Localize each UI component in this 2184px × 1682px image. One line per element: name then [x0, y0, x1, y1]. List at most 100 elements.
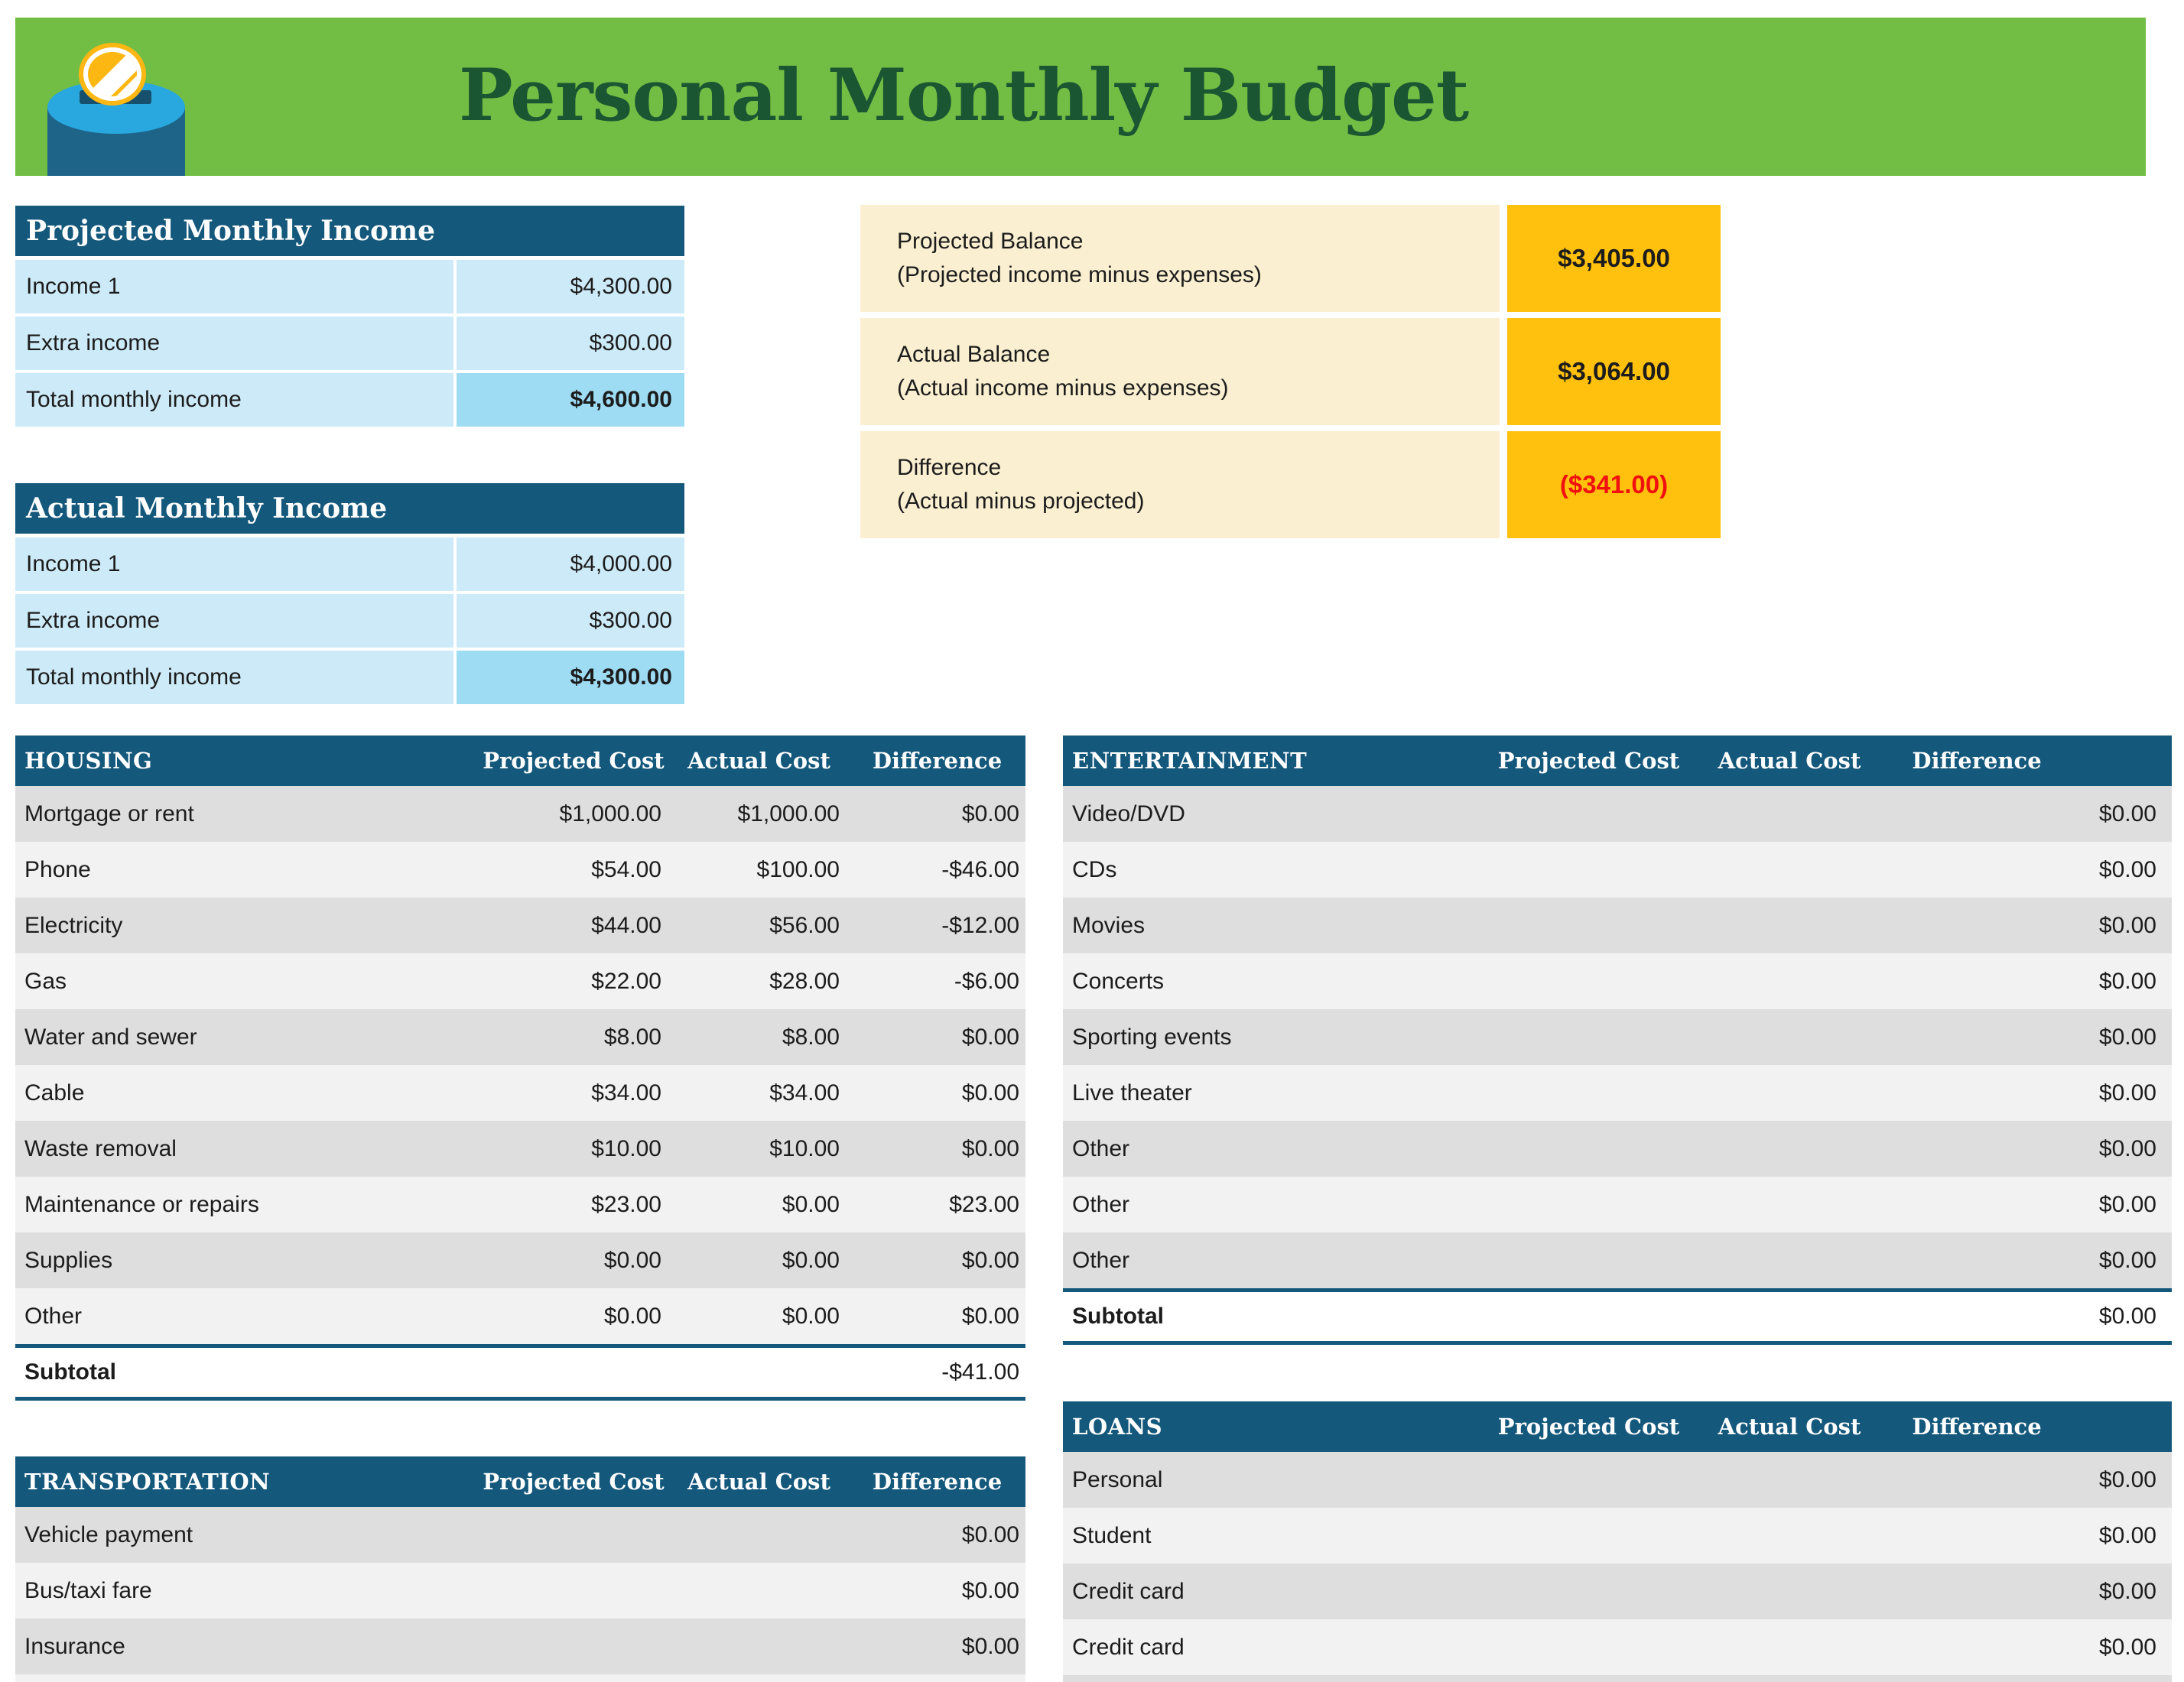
cell-actual-cost[interactable]: $0.00: [782, 1191, 840, 1217]
cell-difference[interactable]: $0.00: [961, 1080, 1019, 1106]
cell-projected-cost[interactable]: [1480, 786, 1698, 842]
cell-difference[interactable]: $0.00: [961, 1521, 1019, 1547]
cell-difference[interactable]: $0.00: [2098, 968, 2156, 994]
cell-projected-cost[interactable]: $8.00: [603, 1024, 661, 1050]
column-header-act[interactable]: Actual Cost: [1718, 748, 1861, 774]
subtotal-actual[interactable]: [669, 1348, 849, 1397]
cell-projected-cost[interactable]: $23.00: [591, 1191, 661, 1217]
column-header-proj[interactable]: Projected Cost: [1497, 748, 1680, 774]
cell-actual-cost[interactable]: [1698, 1232, 1881, 1288]
cell-difference[interactable]: $0.00: [2098, 1522, 2156, 1548]
balance-label-cell[interactable]: Actual Balance (Actual income minus expen…: [860, 318, 1500, 425]
column-header-diff[interactable]: Difference: [872, 748, 1003, 774]
expense-row-label[interactable]: Bus/taxi fare: [24, 1577, 152, 1603]
cell-actual-cost[interactable]: $8.00: [782, 1024, 840, 1050]
cell-projected-cost[interactable]: [1480, 1232, 1698, 1288]
cell-projected-cost[interactable]: $0.00: [603, 1247, 661, 1273]
cell-difference[interactable]: $0.00: [2098, 1578, 2156, 1604]
expense-row-label[interactable]: Live theater: [1072, 1080, 1192, 1106]
expense-row-label[interactable]: Personal: [1072, 1466, 1163, 1492]
cell-actual-cost[interactable]: $1,000.00: [737, 800, 840, 826]
cell-difference[interactable]: $0.00: [2098, 1247, 2156, 1273]
subtotal-projected[interactable]: [1480, 1292, 1698, 1341]
expense-row-label[interactable]: Phone: [24, 856, 91, 882]
cell-difference[interactable]: $0.00: [2098, 1024, 2156, 1050]
cell-projected-cost[interactable]: $1,000.00: [559, 800, 661, 826]
cell-difference[interactable]: $0.00: [961, 1024, 1019, 1050]
income-table-title[interactable]: Actual Monthly Income: [15, 483, 684, 534]
income-row-label[interactable]: Extra income: [15, 317, 453, 370]
cell-difference[interactable]: -$12.00: [941, 912, 1019, 938]
expense-row-label[interactable]: CDs: [1072, 856, 1117, 882]
balance-label-cell[interactable]: Projected Balance (Projected income minus…: [860, 205, 1500, 312]
cell-projected-cost[interactable]: [1480, 1508, 1698, 1563]
column-header-proj[interactable]: Projected Cost: [483, 748, 665, 774]
income-table-title[interactable]: Projected Monthly Income: [15, 206, 684, 256]
expense-row-label[interactable]: Mortgage or rent: [24, 800, 194, 826]
expense-table-title[interactable]: HOUSING: [24, 748, 153, 774]
cell-difference[interactable]: $0.00: [2098, 1634, 2156, 1660]
cell-actual-cost[interactable]: $28.00: [769, 968, 840, 994]
expense-row-label[interactable]: Student: [1072, 1522, 1152, 1548]
expense-row-label[interactable]: Water and sewer: [24, 1024, 197, 1050]
subtotal-value[interactable]: $0.00: [2098, 1304, 2156, 1329]
cell-difference[interactable]: $0.00: [961, 1577, 1019, 1603]
expense-row-label[interactable]: Movies: [1072, 912, 1146, 938]
cell-actual-cost[interactable]: [1698, 898, 1881, 953]
cell-projected-cost[interactable]: [1480, 1121, 1698, 1177]
balance-value-cell[interactable]: $3,405.00: [1507, 205, 1721, 312]
cell-actual-cost[interactable]: $100.00: [756, 856, 840, 882]
cell-difference[interactable]: $0.00: [2098, 856, 2156, 882]
expense-row-label[interactable]: Other: [24, 1303, 83, 1329]
expense-row-label[interactable]: Credit card: [1072, 1634, 1185, 1660]
column-header-diff[interactable]: Difference: [1912, 1414, 2042, 1440]
balance-label-cell[interactable]: Difference (Actual minus projected): [860, 431, 1500, 538]
expense-row-label[interactable]: Credit card: [1072, 1578, 1185, 1604]
cell-difference[interactable]: -$6.00: [954, 968, 1019, 994]
expense-row-label[interactable]: Vehicle payment: [24, 1521, 193, 1547]
cell-projected-cost[interactable]: $22.00: [591, 968, 661, 994]
column-header-act[interactable]: Actual Cost: [687, 1469, 830, 1495]
cell-actual-cost[interactable]: [1698, 1065, 1881, 1121]
cell-actual-cost[interactable]: $56.00: [769, 912, 840, 938]
cell-difference[interactable]: $0.00: [2098, 1080, 2156, 1106]
cell-actual-cost[interactable]: [1698, 1121, 1881, 1177]
expense-row-label[interactable]: Cable: [24, 1080, 85, 1106]
cell-difference[interactable]: $0.00: [961, 1247, 1019, 1273]
column-header-act[interactable]: Actual Cost: [1718, 1414, 1861, 1440]
cell-difference[interactable]: -$46.00: [941, 856, 1019, 882]
cell-actual-cost[interactable]: [669, 1563, 849, 1619]
cell-actual-cost[interactable]: $0.00: [782, 1303, 840, 1329]
cell-difference[interactable]: $23.00: [949, 1191, 1019, 1217]
income-row-value[interactable]: $4,300.00: [457, 651, 684, 704]
income-row-label[interactable]: Extra income: [15, 594, 453, 648]
expense-row-label[interactable]: Video/DVD: [1072, 800, 1185, 826]
cell-projected-cost[interactable]: [1480, 1563, 1698, 1619]
cell-projected-cost[interactable]: [1480, 1177, 1698, 1232]
expense-table-title[interactable]: ENTERTAINMENT: [1072, 748, 1308, 774]
cell-actual-cost[interactable]: [669, 1507, 849, 1563]
column-header-proj[interactable]: Projected Cost: [483, 1469, 665, 1495]
expense-row-label[interactable]: Other: [1072, 1191, 1130, 1217]
cell-actual-cost[interactable]: $0.00: [782, 1247, 840, 1273]
expense-table-title[interactable]: TRANSPORTATION: [24, 1469, 271, 1495]
expense-row-label[interactable]: Concerts: [1072, 968, 1165, 994]
column-header-diff[interactable]: Difference: [872, 1469, 1003, 1495]
expense-row-label[interactable]: Other: [1072, 1135, 1130, 1161]
cell-difference[interactable]: $0.00: [961, 1135, 1019, 1161]
cell-actual-cost[interactable]: [1698, 1619, 1881, 1675]
cell-actual-cost[interactable]: [1698, 1009, 1881, 1065]
column-header-act[interactable]: Actual Cost: [687, 748, 830, 774]
cell-actual-cost[interactable]: [1698, 953, 1881, 1009]
subtotal-projected[interactable]: [478, 1348, 669, 1397]
income-row-label[interactable]: Income 1: [15, 260, 453, 313]
cell-difference[interactable]: $0.00: [2098, 800, 2156, 826]
expense-row-label[interactable]: Electricity: [24, 912, 123, 938]
cell-projected-cost[interactable]: $34.00: [591, 1080, 661, 1106]
cell-projected-cost[interactable]: [478, 1619, 669, 1674]
cell-difference[interactable]: $0.00: [2098, 912, 2156, 938]
cell-projected-cost[interactable]: [1480, 953, 1698, 1009]
cell-difference[interactable]: $0.00: [2098, 1466, 2156, 1492]
cell-projected-cost[interactable]: [1480, 1619, 1698, 1675]
cell-projected-cost[interactable]: [1480, 1452, 1698, 1508]
